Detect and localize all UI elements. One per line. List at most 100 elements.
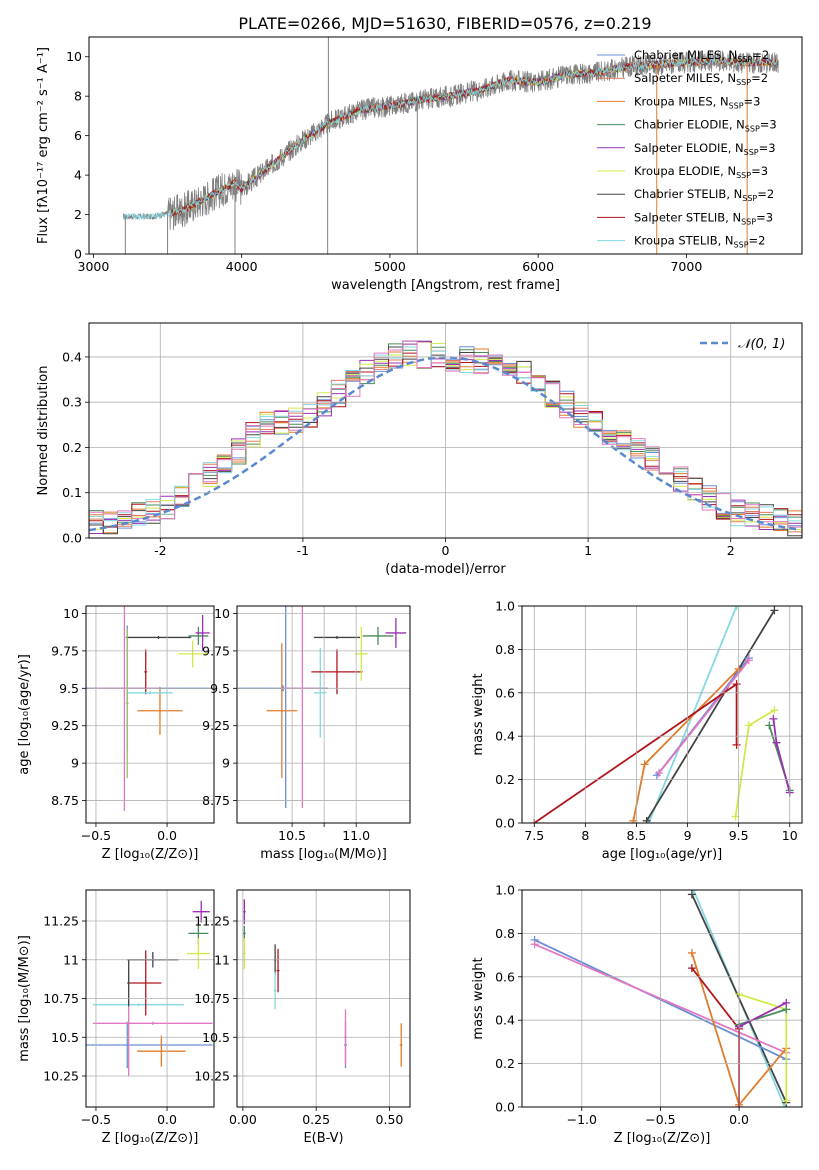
- errorbar-point: [93, 1003, 185, 1007]
- y-tick-label: 0.0: [495, 1100, 515, 1115]
- y-tick-label: 9: [71, 756, 79, 771]
- x-tick-label: 2: [727, 543, 735, 558]
- errorbar-point: [276, 948, 280, 993]
- errorbar-point: [192, 900, 210, 923]
- weight-marker: [640, 760, 649, 769]
- errorbar-point: [313, 635, 361, 639]
- weight-marker: [744, 656, 753, 665]
- spectrum-legend: Chabrier MILES, NSSP=2 Salpeter MILES, NS…: [597, 48, 777, 250]
- weight-marker: [770, 606, 779, 615]
- plot-area: [122, 37, 779, 254]
- errorbar-point: [273, 972, 277, 1010]
- errorbar-point: [186, 938, 210, 970]
- errorbar-point: [127, 959, 131, 1007]
- axes-frame: [236, 605, 411, 824]
- x-tick-label: 8: [581, 828, 589, 843]
- y-axis-label: age [log₁₀(age/yr)]: [17, 654, 32, 775]
- x-tick-label: 0.00: [229, 1112, 257, 1127]
- axes-frame: [521, 889, 803, 1108]
- weight-marker: [687, 890, 696, 899]
- errorbar-point: [188, 626, 209, 645]
- legend-entry: Chabrier MILES, NSSP=2: [634, 48, 769, 64]
- weight-line: [734, 709, 775, 817]
- y-tick-label: 0.3: [62, 395, 82, 410]
- errorbar-point: [125, 635, 192, 639]
- weight-marker: [642, 816, 651, 823]
- axes-frame: [85, 889, 215, 1108]
- y-tick-label: 0.2: [495, 1056, 515, 1071]
- weight-marker: [530, 940, 539, 949]
- errorbar-point: [86, 1021, 213, 1069]
- panel-spectrum: 3000 4000 5000 6000 7000 0 2 4 6 8 10 wavelength [A…: [36, 36, 803, 293]
- weight-line: [691, 967, 740, 1107]
- errorbar-point: [125, 628, 129, 779]
- weight-marker: [687, 964, 696, 973]
- axes-frame: [88, 36, 803, 255]
- weight-line: [658, 659, 750, 774]
- x-tick-label: −0.5: [645, 1112, 675, 1127]
- x-tick-label: -2: [154, 543, 166, 558]
- gaussian-curve: [89, 356, 800, 532]
- y-tick-label: 11: [214, 952, 230, 967]
- x-tick-label: 0.0: [729, 1112, 749, 1127]
- x-axis-label: age [log₁₀(age/yr)]: [602, 847, 723, 862]
- y-tick-label: 0.6: [495, 685, 515, 700]
- axes-frame: [85, 605, 215, 824]
- y-tick-label: 0.6: [495, 969, 515, 984]
- y-tick-label: 9.75: [51, 643, 79, 658]
- y-axis-label: mass [log₁₀(M/M⊙)]: [17, 935, 32, 1062]
- legend-entry: Salpeter STELIB, NSSP=3: [634, 210, 773, 226]
- x-tick-label: 4000: [226, 259, 258, 274]
- x-axis-label: E(B-V): [303, 1131, 343, 1146]
- x-axis-label: wavelength [Angstrom, rest frame]: [331, 278, 560, 293]
- weight-line: [533, 682, 738, 823]
- axes-frame: [236, 889, 411, 1108]
- axes-frame: [88, 322, 803, 539]
- errorbar-point: [127, 691, 173, 695]
- y-tick-label: 0.0: [495, 816, 515, 831]
- x-axis-label: mass [log₁₀(M/M⊙)]: [260, 847, 387, 862]
- errorbar-point: [313, 647, 327, 738]
- x-tick-label: 0.0: [157, 1112, 177, 1127]
- x-tick-label: 9.5: [729, 828, 749, 843]
- y-tick-label: 0.2: [62, 440, 82, 455]
- x-tick-label: 8.5: [627, 828, 647, 843]
- weight-marker: [782, 1096, 791, 1105]
- y-tick-label: 10: [214, 606, 230, 621]
- errorbar-point: [385, 617, 407, 648]
- legend-entry: Chabrier STELIB, NSSP=2: [634, 187, 774, 203]
- x-tick-label: 7.5: [524, 828, 544, 843]
- errorbar-point: [130, 950, 162, 1016]
- x-tick-label: -1: [297, 543, 309, 558]
- y-tick-label: 0.4: [495, 729, 515, 744]
- weight-marker: [654, 769, 663, 778]
- y-tick-label: 11.25: [194, 914, 230, 929]
- weight-marker: [780, 1103, 789, 1107]
- weight-marker: [769, 714, 778, 723]
- x-tick-label: 10.5: [278, 828, 306, 843]
- x-axis-label: (data-model)/error: [385, 562, 506, 577]
- y-tick-label: 9.75: [202, 643, 230, 658]
- y-axis-label: mass weight: [471, 957, 486, 1039]
- weight-series: [654, 656, 753, 778]
- y-tick-label: 9.5: [210, 681, 230, 696]
- y-tick-label: 10.75: [43, 991, 79, 1006]
- legend-entry: Salpeter MILES, NSSP=2: [634, 71, 768, 87]
- weight-marker: [732, 606, 741, 610]
- panel-age_vs_Z: −0.5 0.0 8.75 9 9.25 9.5 9.75 10 Z [log₁₀(Z/Z⊙)]…: [17, 605, 215, 862]
- errorbar-point: [144, 649, 148, 695]
- legend-entry: 𝒩(0, 1): [738, 337, 785, 352]
- y-tick-label: 10: [66, 49, 82, 64]
- weight-marker: [744, 721, 753, 730]
- y-tick-label: 0.8: [495, 642, 515, 657]
- errorbar-point: [399, 1023, 403, 1067]
- x-tick-label: 10: [782, 828, 798, 843]
- x-tick-label: 7000: [670, 259, 702, 274]
- y-tick-label: 0: [74, 247, 82, 262]
- panel-mass_weight_vs_Z: −1.0 −0.5 0.0 0.0 0.2 0.4 0.6 0.8 1.0 Z [log₁₀(Z/…: [471, 883, 803, 1146]
- y-tick-label: 9: [222, 756, 230, 771]
- y-tick-label: 1.0: [495, 883, 515, 898]
- axes-frame: [521, 605, 803, 824]
- plot-area: [530, 606, 794, 823]
- y-tick-label: 10.25: [43, 1069, 79, 1084]
